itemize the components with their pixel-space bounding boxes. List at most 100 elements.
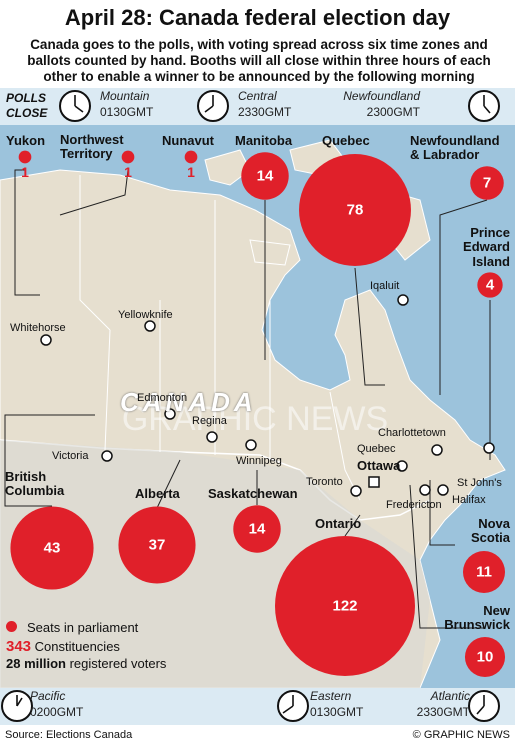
province-name: Alberta — [135, 486, 180, 501]
city-marker — [245, 439, 257, 451]
city-name: Fredericton — [386, 499, 442, 511]
constituencies-number: 343 — [6, 637, 32, 655]
credit: © GRAPHIC NEWS — [412, 729, 510, 741]
time-zone: Pacific 0200GMT — [30, 689, 83, 720]
seat-count: 37 — [148, 536, 166, 554]
zone-name: Atlantic — [430, 689, 470, 703]
city-marker — [437, 484, 449, 496]
city-marker — [144, 320, 156, 332]
city-name: Toronto — [306, 476, 343, 488]
title: April 28: Canada federal election day — [64, 5, 451, 30]
seat-count: 11 — [476, 563, 492, 581]
city-name: Yellowknife — [118, 309, 173, 321]
leaders — [4, 169, 491, 629]
city-name: Iqaluit — [370, 280, 400, 292]
zone-name: Central — [238, 89, 277, 103]
seat-count: 1 — [124, 164, 132, 181]
watermark: GRAPHIC NEWS — [122, 400, 388, 438]
province-name: Quebec — [322, 133, 370, 148]
city-name: Winnipeg — [236, 455, 282, 467]
province-name: New Brunswick — [444, 603, 510, 633]
polls-label: POLLS CLOSE — [6, 91, 47, 121]
province-name: Prince Edward Island — [463, 225, 510, 269]
seat-count: 1 — [187, 164, 195, 181]
city-name: Charlottetown — [378, 427, 446, 439]
province-name: Northwest Territory — [60, 132, 124, 162]
seat-count: 14 — [256, 167, 274, 185]
country-label: CANADA — [120, 387, 257, 417]
city-name: Edmonton — [137, 392, 188, 404]
seat-count: 4 — [485, 276, 495, 294]
city-marker — [431, 444, 443, 456]
city-name: Halifax — [452, 494, 486, 506]
province-name: Yukon — [6, 133, 46, 148]
seat-count: 78 — [346, 201, 364, 219]
province-name: Newfoundland & Labrador — [410, 133, 500, 163]
province-name: Ontario — [315, 516, 362, 531]
city-marker — [101, 450, 113, 462]
province-name: Saskatchewan — [208, 486, 298, 501]
zone-name: Newfoundland — [343, 89, 420, 103]
city-marker — [419, 484, 431, 496]
city-name: Quebec — [357, 443, 396, 455]
voters-number: 28 million — [6, 656, 66, 672]
city-marker — [40, 334, 52, 346]
seat-count: 122 — [332, 597, 358, 615]
zone-name: Pacific — [30, 689, 66, 703]
city-name: St John's — [457, 477, 502, 489]
zone-time: 0130GMT — [310, 704, 364, 719]
time-zone: Atlantic 2330GMT — [417, 689, 470, 720]
city-name: Whitehorse — [10, 322, 66, 334]
seat-bubble — [470, 166, 504, 200]
legend-row: Seats in parliament — [6, 620, 166, 637]
seat-bubble — [18, 150, 32, 164]
polls-word: CLOSE — [6, 106, 48, 120]
seat-bubble — [462, 550, 506, 594]
seat-count: 10 — [476, 648, 494, 666]
seat-bubble — [477, 272, 503, 298]
seat-bubble — [241, 152, 289, 200]
legend: Seats in parliament 343 Constituencies 2… — [6, 620, 166, 673]
zone-time: 0200GMT — [30, 704, 84, 719]
seat-bubble — [118, 506, 196, 584]
legend-row: 343 Constituencies — [6, 637, 166, 657]
city-name: Ottawa — [357, 458, 401, 473]
city-marker — [206, 431, 218, 443]
seat-count: 7 — [482, 174, 492, 192]
zone-name: Mountain — [100, 89, 150, 103]
legend-text: Constituencies — [34, 638, 120, 654]
city-marker — [483, 442, 495, 454]
province-name: Nova Scotia — [470, 516, 510, 546]
seat-count: 14 — [248, 520, 266, 538]
city-marker — [350, 485, 362, 497]
seat-count: 43 — [43, 539, 61, 557]
capital-marker — [368, 476, 380, 488]
seat-bubble — [10, 506, 94, 590]
zone-time: 2300GMT — [366, 104, 420, 119]
subtitle: Canada goes to the polls, with voting sp… — [27, 37, 491, 85]
seat-count: 1 — [21, 164, 29, 181]
seat-bubble — [464, 636, 506, 678]
zone-time: 2330GMT — [416, 704, 470, 719]
legend-text: registered voters — [69, 656, 167, 672]
seat-bubble — [299, 154, 411, 266]
source: Source: Elections Canada — [5, 729, 133, 741]
bottom-strip — [0, 688, 515, 725]
time-zone: Newfoundland 2300GMT — [343, 89, 420, 120]
legend-text: Seats in parliament — [27, 620, 139, 635]
legend-swatch — [6, 621, 17, 632]
zone-time: 2330GMT — [238, 104, 292, 119]
time-zone: Mountain 0130GMT — [100, 89, 153, 120]
city-marker — [396, 460, 408, 472]
time-zone: Eastern 0130GMT — [310, 689, 363, 720]
province-name: Nunavut — [162, 133, 214, 148]
province-name: British Columbia — [5, 469, 65, 499]
city-name: Regina — [192, 415, 227, 427]
time-zone: Central 2330GMT — [238, 89, 291, 120]
polls-word: POLLS — [6, 91, 47, 105]
seat-bubble — [275, 536, 415, 676]
seat-bubble — [184, 150, 198, 164]
clocks — [1, 90, 500, 722]
